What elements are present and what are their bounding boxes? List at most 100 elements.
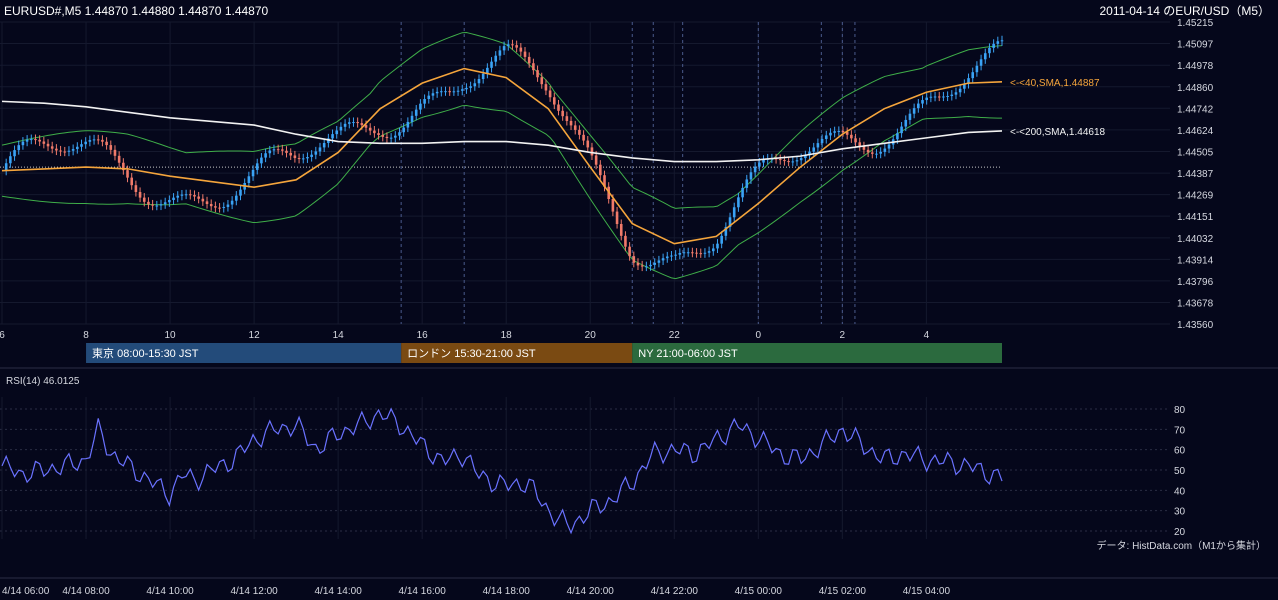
rsi-x-tick-label: 4/14 22:00 xyxy=(651,586,699,597)
price-x-tick-label: 16 xyxy=(417,330,429,341)
candle-body xyxy=(394,135,397,138)
candle-body xyxy=(711,248,715,252)
candle-body xyxy=(180,194,184,196)
price-tick-label: 1.44860 xyxy=(1177,83,1214,94)
candle-body xyxy=(515,45,518,48)
candle-body xyxy=(389,137,393,139)
candle-body xyxy=(946,95,949,97)
price-tick-label: 1.43560 xyxy=(1177,320,1214,331)
candle-body xyxy=(586,140,590,148)
price-x-tick-label: 0 xyxy=(756,330,762,341)
candle-body xyxy=(155,205,159,207)
candle-body xyxy=(619,223,623,236)
candle-body xyxy=(900,126,903,134)
candle-body xyxy=(665,256,669,259)
candle-body xyxy=(527,56,531,64)
candle-body xyxy=(205,201,209,204)
candle-body xyxy=(682,252,686,254)
candle-body xyxy=(398,132,401,136)
candle-body xyxy=(168,200,171,203)
candle-body xyxy=(628,246,631,257)
candle-body xyxy=(163,202,167,205)
candle-body xyxy=(235,195,238,201)
candle-body xyxy=(762,159,765,163)
session-label: ロンドン 15:30-21:00 JST xyxy=(407,348,536,360)
rsi-tick-label: 70 xyxy=(1174,425,1186,436)
candle-body xyxy=(368,127,372,131)
candle-body xyxy=(126,170,129,178)
candle-body xyxy=(875,153,878,155)
candle-body xyxy=(829,132,832,136)
candle-body xyxy=(105,141,108,146)
candle-body xyxy=(912,108,916,114)
candle-body xyxy=(824,135,828,139)
rsi-tick-label: 30 xyxy=(1174,507,1186,518)
rsi-tick-label: 80 xyxy=(1174,405,1186,416)
candle-body xyxy=(109,145,113,150)
price-tick-label: 1.44624 xyxy=(1177,126,1214,137)
rsi-x-tick-label: 4/14 14:00 xyxy=(315,586,363,597)
candle-body xyxy=(402,127,405,133)
candle-body xyxy=(293,155,297,159)
price-tick-label: 1.43678 xyxy=(1177,298,1214,309)
candle-body xyxy=(239,189,242,196)
candle-body xyxy=(96,139,100,141)
candle-body xyxy=(686,252,690,254)
rsi-title: RSI(14) 46.0125 xyxy=(6,376,80,387)
candle-body xyxy=(331,134,334,139)
candle-body xyxy=(536,70,539,78)
candle-body xyxy=(423,99,426,104)
candle-body xyxy=(958,88,962,93)
candle-body xyxy=(226,204,230,207)
candle-body xyxy=(695,252,698,254)
candle-body xyxy=(138,191,142,198)
candle-body xyxy=(25,139,29,142)
candle-body xyxy=(653,262,657,265)
sma-line xyxy=(1,67,1003,245)
candle-body xyxy=(55,148,58,151)
rsi-x-tick-label: 4/14 16:00 xyxy=(399,586,447,597)
candle-body xyxy=(925,97,928,101)
candle-body xyxy=(670,255,673,257)
candle-body xyxy=(71,149,75,151)
candle-body xyxy=(477,79,481,84)
candle-body xyxy=(732,207,736,218)
candle-body xyxy=(745,179,749,188)
candle-body xyxy=(251,169,255,177)
candle-body xyxy=(749,172,753,180)
candle-body xyxy=(787,161,790,163)
candle-body xyxy=(703,252,707,254)
candle-body xyxy=(13,150,16,157)
candle-body xyxy=(268,150,272,154)
session-vlines xyxy=(400,22,856,324)
candle-body xyxy=(511,44,514,46)
candle-body xyxy=(971,72,975,79)
candle-body xyxy=(615,211,619,224)
candle-body xyxy=(260,157,263,164)
rsi-x-tick-label: 4/14 10:00 xyxy=(146,586,194,597)
candle-body xyxy=(523,51,527,57)
candle-body xyxy=(645,266,648,268)
candle-body xyxy=(406,121,410,128)
candle-body xyxy=(50,146,54,149)
candle-body xyxy=(611,198,615,212)
candle-body xyxy=(486,67,489,74)
candle-body xyxy=(440,91,443,93)
source-note: データ: HistData.com（M1から集計） xyxy=(1097,539,1266,552)
candle-body xyxy=(862,146,866,150)
candle-body xyxy=(691,252,694,254)
candle-body xyxy=(699,253,703,255)
price-tick-label: 1.44978 xyxy=(1177,61,1214,72)
rsi-tick-label: 50 xyxy=(1174,466,1186,477)
candle-body xyxy=(356,122,359,124)
chart-title: 2011-04-14 のEUR/USD（M5） xyxy=(1099,4,1270,18)
candle-body xyxy=(410,115,414,122)
candle-body xyxy=(573,125,577,130)
candle-body xyxy=(988,47,991,54)
candle-body xyxy=(992,43,995,48)
candle-body xyxy=(301,158,305,160)
candle-body xyxy=(469,86,472,88)
candle-body xyxy=(640,265,644,267)
